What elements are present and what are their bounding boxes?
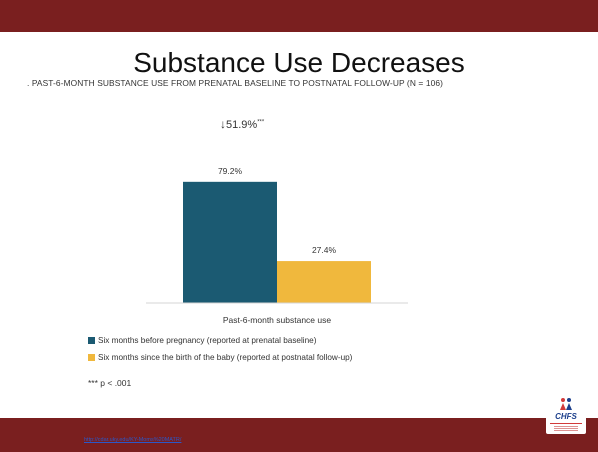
bar-value-label-after: 27.4% xyxy=(312,245,337,255)
bar-before-pregnancy xyxy=(183,181,277,303)
top-band xyxy=(0,0,598,32)
family-figure-icon xyxy=(560,398,572,410)
x-tick-label: Past-6-month substance use xyxy=(223,315,331,325)
logo-tagline xyxy=(554,426,578,431)
chfs-logo: CHFS xyxy=(546,394,586,434)
down-arrow-icon: ↓ xyxy=(220,117,226,131)
logo-text: CHFS xyxy=(555,412,577,421)
significance-marker: *** xyxy=(257,119,265,126)
bottom-band xyxy=(0,418,598,452)
decrease-value: 51.9% xyxy=(226,119,258,131)
decrease-annotation: ↓51.9%*** xyxy=(220,117,264,131)
bar-value-label-before: 79.2% xyxy=(218,166,243,176)
legend-swatch-before xyxy=(88,337,95,344)
logo-stripe xyxy=(550,423,582,424)
source-link[interactable]: http://cdar.uky.edu/KY-Moms%20MATR/ xyxy=(84,437,182,443)
legend-item-after: Six months since the birth of the baby (… xyxy=(88,353,352,362)
chart-title: . PAST-6-MONTH SUBSTANCE USE FROM PRENAT… xyxy=(27,78,443,88)
legend-swatch-after xyxy=(88,354,95,361)
legend-label-after: Six months since the birth of the baby (… xyxy=(98,353,353,362)
legend-item-before: Six months before pregnancy (reported at… xyxy=(88,336,316,345)
legend-label-before: Six months before pregnancy (reported at… xyxy=(98,336,317,345)
significance-footnote: *** p < .001 xyxy=(88,378,132,388)
bar-since-birth xyxy=(277,261,371,303)
slide-title: Substance Use Decreases xyxy=(133,47,465,78)
